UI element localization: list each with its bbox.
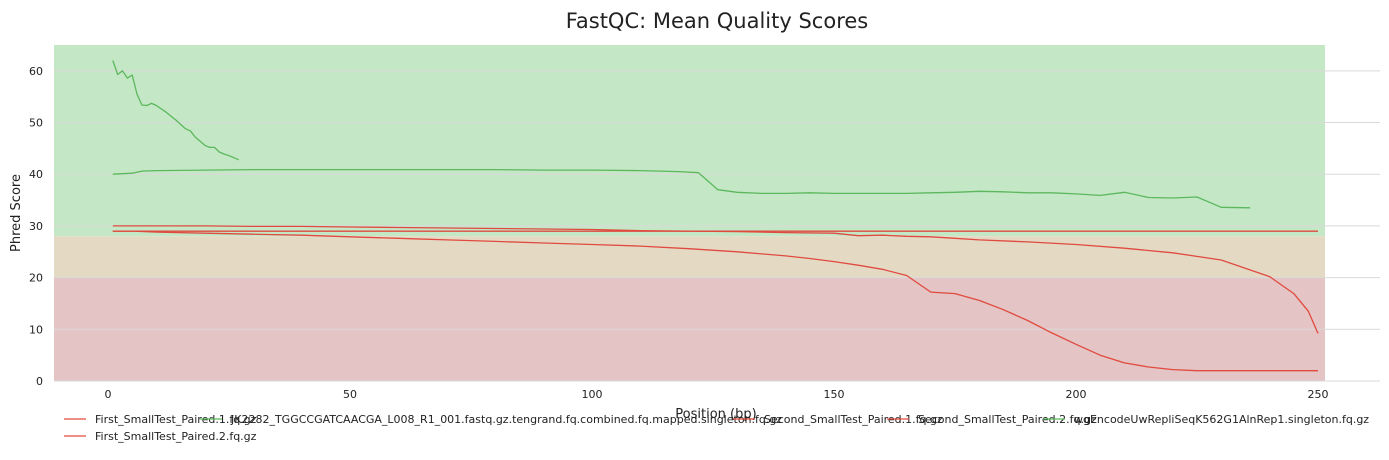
series-line-0 — [112, 225, 1319, 334]
x-tick-label: 150 — [824, 388, 845, 401]
x-tick-labels: 0 50 100 150 200 250 — [105, 388, 1329, 401]
legend-label: First_SmallTest_Paired.2.fq.gz — [95, 430, 257, 443]
y-tick-label: 10 — [29, 323, 43, 336]
y-axis-label: Phred Score — [9, 174, 24, 252]
legend-item: Second_SmallTest_Paired.1.fq.gz — [733, 413, 943, 426]
y-tick-label: 50 — [29, 117, 43, 130]
legend-label: JK2282_TGGCCGATCAACGA_L008_R1_001.fastq.… — [230, 413, 782, 426]
x-axis-label: Position (bp) — [675, 407, 756, 422]
x-tick-label: 200 — [1066, 388, 1087, 401]
y-tick-label: 20 — [29, 272, 43, 285]
quality-band-1 — [54, 236, 1325, 278]
y-tick-label: 60 — [29, 65, 43, 78]
x-tick-label: 50 — [343, 388, 357, 401]
legend-item: First_SmallTest_Paired.1.fq.gz — [64, 413, 257, 426]
legend-label: wgEncodeUwRepliSeqK562G1AlnRep1.singleto… — [1074, 413, 1369, 426]
legend-item: wgEncodeUwRepliSeqK562G1AlnRep1.singleto… — [1043, 413, 1369, 426]
x-tick-label: 250 — [1308, 388, 1329, 401]
legend-label: Second_SmallTest_Paired.1.fq.gz — [764, 413, 943, 426]
x-tick-label: 100 — [582, 388, 603, 401]
y-tick-label: 40 — [29, 168, 43, 181]
y-tick-label: 0 — [36, 375, 43, 388]
x-tick-label: 0 — [105, 388, 112, 401]
quality-bands — [54, 45, 1325, 381]
series-line-2 — [112, 230, 1318, 372]
chart-title: FastQC: Mean Quality Scores — [566, 9, 869, 33]
series-line-1 — [112, 60, 239, 161]
y-tick-label: 30 — [29, 220, 43, 233]
legend-label: First_SmallTest_Paired.1.fq.gz — [95, 413, 257, 426]
legend-item: Second_SmallTest_Paired.2.fq.gz — [887, 413, 1097, 426]
series-line-4 — [112, 168, 1251, 209]
legend-item: JK2282_TGGCCGATCAACGA_L008_R1_001.fastq.… — [200, 413, 782, 426]
y-tick-labels: 0 10 20 30 40 50 60 — [29, 65, 43, 388]
legend: First_SmallTest_Paired.1.fq.gzJK2282_TGG… — [64, 413, 1369, 443]
quality-band-0 — [54, 45, 1325, 237]
legend-label: Second_SmallTest_Paired.2.fq.gz — [918, 413, 1097, 426]
plot-series — [112, 60, 1319, 372]
legend-item: First_SmallTest_Paired.2.fq.gz — [64, 430, 257, 443]
